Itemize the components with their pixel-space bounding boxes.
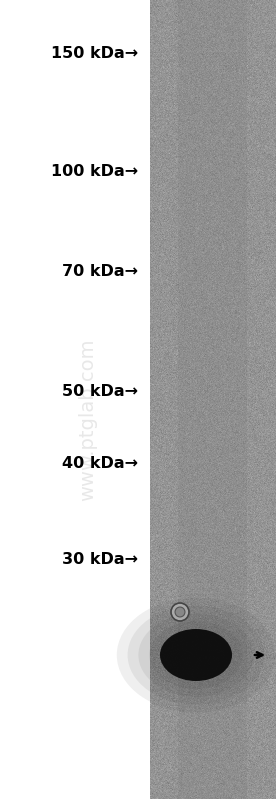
Text: 70 kDa→: 70 kDa→ (62, 264, 138, 280)
Ellipse shape (160, 629, 232, 681)
Bar (150, 0, 276, 799)
Text: 100 kDa→: 100 kDa→ (51, 165, 138, 180)
Text: 150 kDa→: 150 kDa→ (51, 46, 138, 62)
Ellipse shape (117, 598, 275, 712)
Text: 50 kDa→: 50 kDa→ (62, 384, 138, 400)
Bar (178, 0, 248, 799)
Ellipse shape (138, 614, 254, 697)
Ellipse shape (149, 621, 243, 689)
Circle shape (171, 603, 189, 621)
Ellipse shape (128, 606, 264, 705)
Text: 40 kDa→: 40 kDa→ (62, 456, 138, 471)
Circle shape (175, 607, 185, 617)
Text: 30 kDa→: 30 kDa→ (62, 552, 138, 567)
Text: www.ptglab.com: www.ptglab.com (78, 339, 97, 501)
